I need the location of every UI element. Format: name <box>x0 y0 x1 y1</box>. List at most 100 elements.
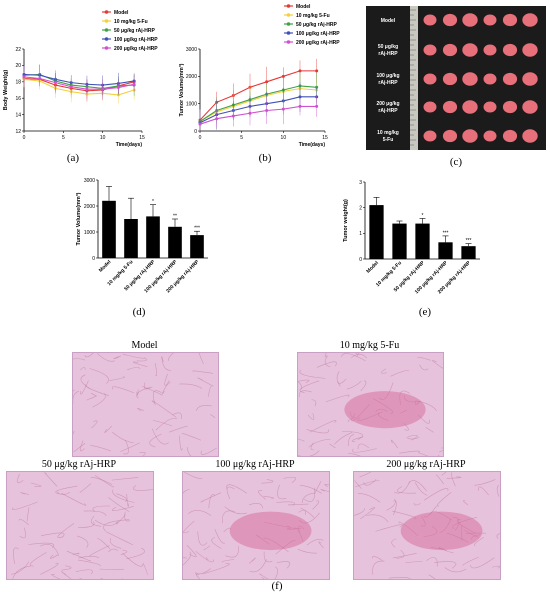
tissue-fiber <box>61 492 87 506</box>
significance-mark: *** <box>466 238 472 244</box>
tissue-fiber <box>116 514 126 525</box>
histology-image-5fu <box>297 352 444 457</box>
data-point <box>248 111 252 115</box>
tissue-fiber <box>57 523 75 538</box>
histology-image-model <box>72 352 219 457</box>
caption-a: (a) <box>66 152 80 164</box>
legend-label: Model <box>296 4 311 10</box>
tissue-fiber <box>298 509 307 515</box>
data-point <box>281 107 285 111</box>
y-tick-label: 3000 <box>84 178 95 184</box>
tissue-fiber <box>325 394 350 403</box>
series-line <box>199 105 317 125</box>
tissue-fiber <box>307 413 315 420</box>
tissue-fiber <box>301 492 316 504</box>
tissue-fiber <box>340 353 366 362</box>
tissue-fiber <box>18 518 29 525</box>
tissue-fiber <box>80 374 91 389</box>
data-point <box>298 95 302 99</box>
bar <box>461 246 476 259</box>
data-point <box>101 87 105 91</box>
tissue-fiber <box>419 364 429 371</box>
data-point <box>132 82 136 86</box>
bar <box>438 242 453 259</box>
tissue-fiber <box>211 537 222 549</box>
caption-e: (e) <box>418 306 432 318</box>
tissue-fiber <box>40 544 60 556</box>
tissue-fiber <box>26 507 30 522</box>
tissue-fiber <box>112 431 134 444</box>
legend-label: 100 μg/kg rAj-HRP <box>296 31 340 37</box>
ruler <box>410 6 418 150</box>
tissue-fiber <box>78 556 100 559</box>
tissue-fiber <box>316 361 337 368</box>
bar <box>102 200 116 258</box>
tissue-fiber <box>85 384 109 396</box>
tissue-fiber <box>446 476 462 479</box>
tissue-fiber <box>428 574 436 579</box>
y-tick-label: 0 <box>359 257 362 263</box>
tissue-fiber <box>77 535 89 548</box>
tissue-fiber <box>116 493 127 503</box>
tissue-fiber <box>259 573 269 579</box>
tissue-fiber <box>298 438 305 442</box>
tissue-fiber <box>183 520 195 534</box>
bar <box>415 223 430 259</box>
legend-label: Model <box>114 10 129 16</box>
tissue-fiber <box>41 532 65 538</box>
tumor-specimen <box>502 13 518 27</box>
tissue-fiber <box>91 420 98 429</box>
legend-swatch-marker <box>104 19 109 23</box>
tissue-fiber <box>97 538 111 550</box>
tissue-fiber <box>298 381 302 390</box>
tissue-fiber <box>392 552 417 559</box>
tissue-fiber <box>202 562 230 575</box>
tumor-specimen <box>502 100 518 114</box>
tumor-specimen <box>522 100 538 114</box>
tissue-fiber <box>391 439 399 449</box>
tissue-fiber <box>40 562 59 575</box>
tissue-fiber <box>30 482 42 487</box>
tissue-fiber <box>299 485 322 494</box>
tissue-fiber <box>354 508 365 516</box>
data-point <box>231 114 235 118</box>
tissue-fiber <box>312 500 320 510</box>
y-axis-title: Body Weight(g) <box>3 70 9 111</box>
tissue-fiber <box>496 484 500 497</box>
tissue-fiber <box>432 360 443 369</box>
y-axis-title: Tumor Volume(mm³) <box>178 63 185 116</box>
tissue-fiber <box>51 574 61 579</box>
tissue-fiber <box>197 377 214 387</box>
y-tick-label: 12 <box>15 129 21 135</box>
photo-row-label: 50 μg/kg <box>378 44 398 50</box>
tissue-fiber <box>306 429 329 434</box>
tissue-fiber <box>29 552 47 567</box>
tissue-fiber <box>399 450 420 454</box>
tissue-fiber <box>276 561 291 569</box>
tissue-fiber <box>348 453 361 456</box>
tissue-fiber <box>408 480 427 492</box>
tissue-fiber <box>172 412 182 420</box>
hemorrhage-region <box>400 511 483 551</box>
y-tick-label: 0 <box>92 256 95 262</box>
line-chart-body-weight: Model 10 mg/kg 5-Fu 50 μg/kg rAj-HRP 100 μg… <box>3 10 158 148</box>
series-line <box>199 88 317 122</box>
data-point <box>298 69 302 73</box>
tissue-fiber <box>111 386 135 394</box>
tissue-fiber <box>441 472 447 476</box>
tissue-fiber <box>90 392 97 397</box>
series-line <box>199 70 317 121</box>
y-axis-title: Tumor weight(g) <box>343 199 349 242</box>
caption-c: (c) <box>449 156 463 168</box>
tissue-fiber <box>11 561 30 575</box>
tissue-fiber <box>477 486 489 496</box>
tissue-fiber <box>186 447 192 456</box>
tissue-fiber <box>352 448 377 453</box>
tumor-specimen <box>483 130 497 142</box>
legend-swatch-marker <box>286 4 291 8</box>
data-point <box>116 86 120 90</box>
tissue-fiber <box>210 414 216 419</box>
tissue-fiber <box>142 562 148 576</box>
tissue-fiber <box>181 433 202 441</box>
